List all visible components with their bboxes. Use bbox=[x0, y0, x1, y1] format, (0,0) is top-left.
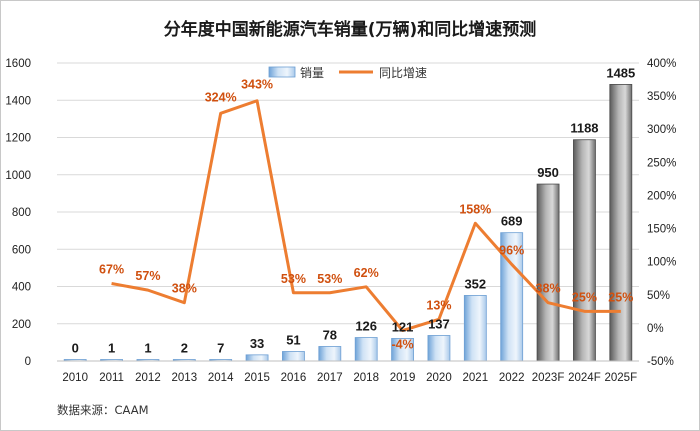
bar-value-label: 689 bbox=[501, 214, 523, 229]
growth-value-label: 25% bbox=[608, 290, 633, 304]
growth-value-label: 53% bbox=[281, 272, 306, 286]
x-tick-label: 2024F bbox=[568, 372, 601, 384]
x-tick-label: 2020 bbox=[426, 372, 452, 384]
y-right-tick-label: 250% bbox=[647, 157, 676, 169]
x-tick-label: 2021 bbox=[463, 372, 489, 384]
bar bbox=[609, 84, 633, 362]
growth-value-label: 38% bbox=[536, 282, 561, 296]
bar-value-label: 950 bbox=[537, 165, 559, 180]
bar-value-label: 2 bbox=[181, 341, 188, 356]
y-left-tick-label: 0 bbox=[25, 356, 31, 368]
legend: 销量 同比增速 bbox=[268, 66, 427, 80]
y-right-tick-label: 0% bbox=[647, 323, 664, 335]
x-tick-label: 2016 bbox=[281, 372, 307, 384]
x-tick-label: 2018 bbox=[353, 372, 379, 384]
y-right-tick-label: 150% bbox=[647, 224, 676, 236]
bar bbox=[463, 295, 487, 362]
y-left-tick-label: 400 bbox=[12, 282, 31, 294]
y-left-tick-label: 200 bbox=[12, 319, 31, 331]
bar-value-label: 1188 bbox=[570, 121, 598, 136]
bar bbox=[536, 183, 560, 362]
bar-value-label: 352 bbox=[464, 276, 486, 291]
bar-value-label: 78 bbox=[323, 327, 337, 342]
chart-title: 分年度中国新能源汽车销量(万辆)和同比增速预测 bbox=[164, 19, 537, 40]
bar-value-label: 7 bbox=[217, 341, 224, 356]
y-right-tick-label: 100% bbox=[647, 257, 676, 269]
bar-value-label: 1485 bbox=[606, 65, 635, 80]
bar-value-label: 137 bbox=[428, 316, 450, 331]
y-left-tick-label: 1200 bbox=[5, 133, 31, 145]
legend-bar-label: 销量 bbox=[300, 66, 324, 80]
source-note: 数据来源：CAAM bbox=[57, 403, 149, 417]
bar bbox=[318, 346, 342, 362]
growth-value-label: 53% bbox=[317, 272, 342, 286]
growth-value-label: 343% bbox=[241, 78, 273, 92]
growth-value-label: 96% bbox=[499, 243, 524, 257]
bar bbox=[282, 351, 305, 362]
x-tick-label: 2013 bbox=[172, 372, 198, 384]
y-left-tick-label: 1000 bbox=[5, 170, 31, 182]
y-left-tick-label: 1400 bbox=[5, 95, 31, 107]
bar-value-label: 0 bbox=[72, 341, 79, 356]
y-right-tick-label: 50% bbox=[647, 290, 670, 302]
bar-value-label: 126 bbox=[355, 319, 377, 334]
x-tick-label: 2012 bbox=[135, 372, 161, 384]
growth-value-label: 38% bbox=[172, 282, 197, 296]
growth-value-label: 57% bbox=[135, 269, 160, 283]
growth-value-label: 67% bbox=[99, 263, 124, 277]
x-tick-label: 2017 bbox=[317, 372, 343, 384]
y-left-tick-label: 1600 bbox=[5, 58, 31, 70]
growth-value-label: 13% bbox=[426, 298, 451, 312]
legend-line-label: 同比增速 bbox=[379, 66, 427, 80]
x-tick-label: 2011 bbox=[99, 372, 124, 384]
x-tick-label: 2014 bbox=[208, 372, 234, 384]
growth-value-label: 62% bbox=[354, 266, 379, 280]
bar-value-label: 121 bbox=[392, 319, 414, 334]
x-tick-label: 2023F bbox=[532, 372, 565, 384]
y-left-tick-label: 800 bbox=[12, 207, 31, 219]
growth-value-label: 25% bbox=[572, 290, 597, 304]
growth-value-label: 324% bbox=[205, 90, 237, 104]
x-tick-label: 2010 bbox=[62, 372, 88, 384]
bar bbox=[354, 337, 378, 362]
y-right-tick-label: 200% bbox=[647, 190, 676, 202]
y-right-tick-label: 350% bbox=[647, 91, 676, 103]
bar bbox=[427, 335, 451, 362]
bar-value-label: 33 bbox=[250, 336, 264, 351]
legend-bar-swatch bbox=[268, 66, 296, 78]
bar-value-label: 51 bbox=[286, 333, 300, 348]
growth-value-label: -4% bbox=[391, 338, 413, 352]
growth-line bbox=[111, 99, 621, 333]
x-tick-label: 2025F bbox=[605, 372, 638, 384]
y-right-tick-label: 400% bbox=[647, 58, 676, 70]
y-right-tick-label: 300% bbox=[647, 124, 676, 136]
x-tick-label: 2015 bbox=[244, 372, 270, 384]
x-tick-label: 2019 bbox=[390, 372, 416, 384]
growth-value-label: 158% bbox=[459, 202, 491, 216]
bar-value-label: 1 bbox=[108, 341, 115, 356]
y-right-tick-label: -50% bbox=[647, 356, 674, 368]
y-left-tick-label: 600 bbox=[12, 244, 31, 256]
bar-value-label: 1 bbox=[144, 341, 151, 356]
x-tick-label: 2022 bbox=[499, 372, 525, 384]
bar bbox=[573, 139, 596, 362]
bar bbox=[245, 354, 269, 362]
